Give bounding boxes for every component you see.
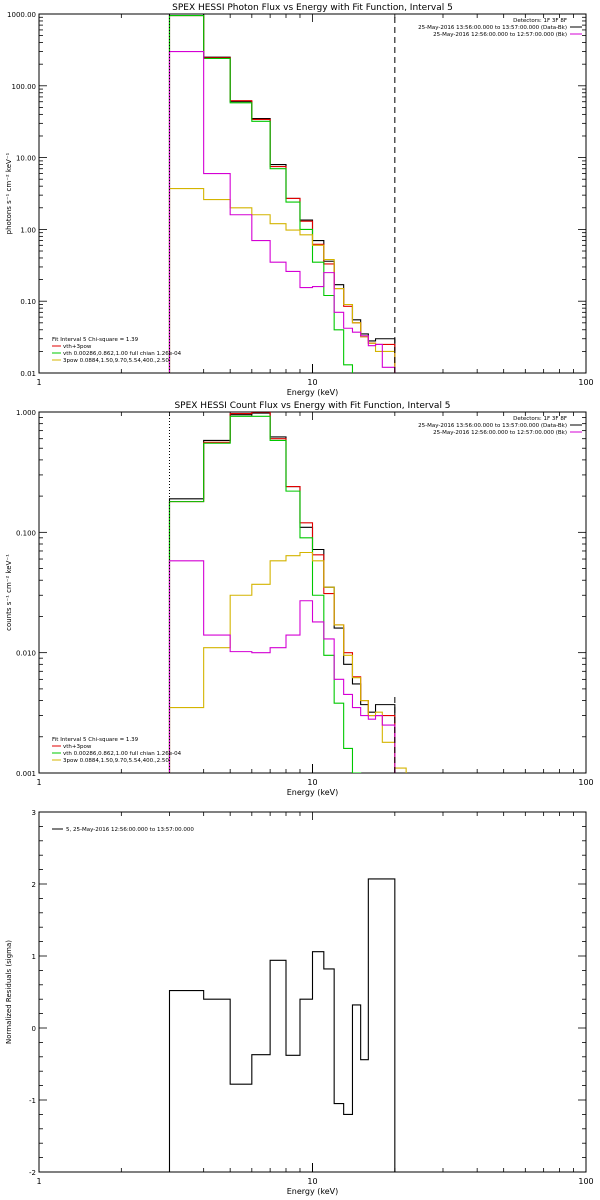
- y-tick-label: 100.00: [12, 83, 37, 91]
- y-tick-label: 1.000: [16, 409, 36, 417]
- legend-entry: 3pow 0.0884,1.50,9.70,5.54,400.,2.50: [63, 358, 169, 364]
- chart-panel-2: SPEX HESSI Count Flux vs Energy with Fit…: [5, 401, 594, 797]
- y-tick-label: 0.10: [20, 298, 36, 306]
- x-tick-label: 1: [36, 378, 41, 387]
- x-tick-label: 1: [36, 1177, 41, 1186]
- x-axis-label: Energy (keV): [287, 1187, 339, 1196]
- series-line-3pow: [168, 551, 407, 773]
- legend-entry: vth+3pow: [63, 744, 92, 750]
- legend-detectors: Detectors: 1F 3F 8F: [513, 416, 567, 422]
- fit-info: Fit Interval 5 Chi-square = 1.39: [52, 337, 139, 343]
- y-tick-label: 0.100: [16, 529, 36, 537]
- x-axis-label: Energy (keV): [287, 788, 339, 797]
- y-tick-label: 0.001: [16, 770, 36, 778]
- x-tick-label: 1: [36, 778, 41, 787]
- x-tick-label: 10: [307, 378, 317, 387]
- chart-title: SPEX HESSI Count Flux vs Energy with Fit…: [174, 401, 450, 411]
- y-tick-label: 1: [32, 953, 36, 961]
- y-tick-label: 0.01: [20, 370, 36, 378]
- series-line-vth: [168, 415, 362, 773]
- series-line-vth: [168, 15, 354, 373]
- series-line-residuals: [168, 878, 396, 1172]
- legend-detectors: Detectors: 1F 3F 8F: [513, 18, 567, 24]
- fit-info: Fit Interval 5 Chi-square = 1.39: [52, 737, 139, 743]
- series-group: [168, 878, 396, 1172]
- legend-entry: 25-May-2016 13:56:00.000 to 13:57:00.000…: [418, 25, 567, 31]
- series-group: [168, 412, 407, 773]
- y-tick-label: -1: [29, 1097, 36, 1105]
- y-tick-label: 3: [32, 809, 36, 817]
- x-tick-label: 100: [578, 1177, 593, 1186]
- x-tick-label: 100: [578, 378, 593, 387]
- y-tick-label: 1.00: [20, 226, 36, 234]
- x-tick-label: 100: [578, 778, 593, 787]
- y-axis-label: counts s⁻¹ cm⁻² keV⁻¹: [5, 554, 13, 631]
- legend-entry: 25-May-2016 12:56:00.000 to 12:57:00.000…: [433, 430, 567, 436]
- legend-entry: vth 0.00286,0.862,1.00 full chian 1.26e-…: [63, 751, 182, 757]
- y-axis-label: photons s⁻¹ cm⁻² keV⁻¹: [5, 152, 13, 234]
- y-tick-label: 0.010: [16, 650, 36, 658]
- legend-entry: vth 0.00286,0.862,1.00 full chian 1.26e-…: [63, 351, 182, 357]
- y-axis-label: Normalized Residuals (sigma): [5, 940, 13, 1044]
- legend-entry: 5, 25-May-2016 12:56:00.000 to 13:57:00.…: [66, 827, 194, 833]
- legend-entry: 25-May-2016 13:56:00.000 to 13:57:00.000…: [418, 423, 567, 429]
- x-axis-label: Energy (keV): [287, 388, 339, 397]
- x-tick-label: 10: [307, 778, 317, 787]
- series-line-bk: [168, 560, 396, 773]
- chart-panel-3: 1 10 100 -2 -1 0 1 2 3 Energy (keV) Normalized Res…: [5, 809, 594, 1196]
- y-tick-label: 1000.00: [7, 11, 36, 19]
- y-tick-label: 2: [32, 881, 36, 889]
- series-line-bk: [168, 50, 396, 373]
- chart-title: SPEX HESSI Photon Flux vs Energy with Fi…: [172, 3, 453, 13]
- legend-entry: 25-May-2016 12:56:00.000 to 12:57:00.000…: [433, 32, 567, 38]
- y-tick-label: 10.00: [16, 155, 36, 163]
- x-tick-label: 10: [307, 1177, 317, 1186]
- chart-panel-1: SPEX HESSI Photon Flux vs Energy with Fi…: [5, 3, 594, 397]
- y-tick-label: 0: [32, 1025, 36, 1033]
- y-tick-label: -2: [29, 1169, 36, 1177]
- series-group: [168, 14, 396, 373]
- legend-entry: 3pow 0.0884,1.50,9.70,5.54,400.,2.50: [63, 758, 169, 764]
- legend-entry: vth+3pow: [63, 344, 92, 350]
